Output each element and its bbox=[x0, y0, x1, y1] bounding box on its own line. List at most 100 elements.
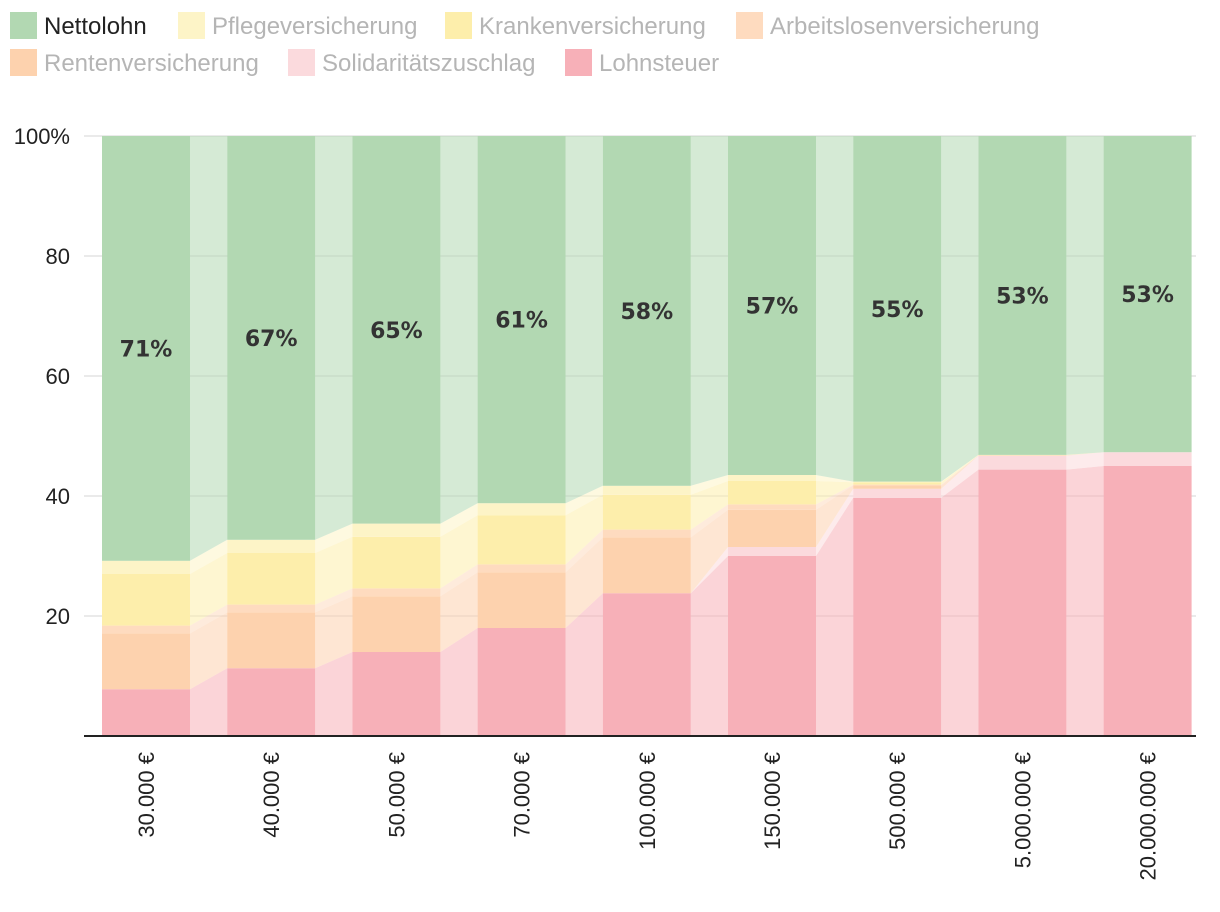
bar-segment[interactable] bbox=[853, 484, 942, 486]
bar-segment[interactable] bbox=[227, 604, 316, 613]
bar-segment[interactable] bbox=[853, 497, 942, 736]
bar-segment[interactable] bbox=[477, 564, 566, 573]
connector-band bbox=[816, 481, 854, 505]
bar-segment[interactable] bbox=[352, 523, 441, 537]
bar-segment[interactable] bbox=[102, 560, 190, 574]
bar-segment[interactable] bbox=[602, 593, 691, 736]
bar-segment[interactable] bbox=[477, 572, 566, 628]
bar-segment[interactable] bbox=[853, 482, 942, 485]
bar-stack[interactable] bbox=[602, 136, 691, 736]
bar-segment[interactable] bbox=[978, 455, 1067, 470]
bar-segment[interactable] bbox=[227, 668, 316, 736]
connector-band bbox=[440, 136, 478, 524]
bar-segment[interactable] bbox=[352, 136, 441, 524]
bar-stack[interactable] bbox=[728, 136, 816, 736]
bar-segment[interactable] bbox=[352, 588, 441, 597]
legend-item[interactable]: Krankenversicherung bbox=[445, 12, 706, 40]
bar-segment[interactable] bbox=[102, 689, 190, 736]
bar-segment[interactable] bbox=[102, 633, 190, 690]
y-tick-label: 20 bbox=[46, 604, 70, 629]
legend-swatch bbox=[736, 12, 763, 39]
x-axis: 30.000 € 40.000 € 50.000 € 70.000 € 100.000 … bbox=[84, 735, 1196, 880]
bar-segment[interactable] bbox=[978, 469, 1067, 736]
bar-segment[interactable] bbox=[477, 515, 566, 565]
legend-label: Krankenversicherung bbox=[479, 13, 706, 40]
bar-segment[interactable] bbox=[227, 539, 316, 553]
bar-segment[interactable] bbox=[728, 136, 816, 475]
bar-segment[interactable] bbox=[978, 136, 1067, 455]
bar-segment[interactable] bbox=[853, 488, 942, 498]
bar-segment[interactable] bbox=[853, 485, 942, 489]
x-tick-label: 50.000 € bbox=[384, 752, 409, 838]
connector-band bbox=[816, 488, 854, 556]
legend-item[interactable]: Rentenversicherung bbox=[10, 49, 259, 77]
connector-band bbox=[941, 136, 979, 482]
bar-stack[interactable] bbox=[477, 136, 566, 736]
connector-band bbox=[565, 537, 603, 628]
bar-segment[interactable] bbox=[978, 455, 1067, 456]
bar-segment[interactable] bbox=[602, 537, 691, 594]
legend[interactable]: Nettolohn Pflegeversicherung Krankenversic… bbox=[10, 12, 1039, 77]
data-labels: 71% 67% 65% 61% 58% 57% 55% 53% 53% bbox=[120, 283, 1174, 362]
bar-stack[interactable] bbox=[853, 136, 942, 736]
bar-segment[interactable] bbox=[728, 509, 816, 547]
bar-segment[interactable] bbox=[227, 612, 316, 669]
y-tick-label: 100% bbox=[14, 124, 70, 149]
connector-band bbox=[440, 628, 478, 736]
bar-segment[interactable] bbox=[477, 503, 566, 516]
bar-segment[interactable] bbox=[1103, 466, 1192, 736]
connector-band bbox=[690, 509, 728, 594]
legend-swatch bbox=[288, 49, 315, 76]
bar-segment[interactable] bbox=[227, 136, 316, 540]
data-label: 53% bbox=[1121, 283, 1174, 308]
bar-segment[interactable] bbox=[477, 628, 566, 736]
bar-segment[interactable] bbox=[602, 485, 691, 495]
bar-stack[interactable] bbox=[352, 136, 441, 736]
bar-segment[interactable] bbox=[602, 494, 691, 530]
bar-stack[interactable] bbox=[102, 136, 190, 736]
bar-segment[interactable] bbox=[853, 136, 942, 482]
legend-item[interactable]: Arbeitslosenversicherung bbox=[736, 12, 1039, 40]
bar-segment[interactable] bbox=[602, 529, 691, 538]
bars[interactable] bbox=[102, 136, 1192, 736]
connector-band bbox=[565, 593, 603, 736]
connector-band bbox=[816, 485, 854, 547]
bar-segment[interactable] bbox=[477, 136, 566, 504]
legend-swatch bbox=[565, 49, 592, 76]
bar-stack[interactable] bbox=[1103, 136, 1192, 736]
bar-stack[interactable] bbox=[227, 136, 316, 736]
bar-segment[interactable] bbox=[1103, 452, 1192, 466]
bar-segment[interactable] bbox=[352, 536, 441, 589]
bar-segment[interactable] bbox=[352, 596, 441, 652]
bar-stack[interactable] bbox=[978, 136, 1067, 736]
connector-band bbox=[315, 652, 353, 736]
legend-swatch bbox=[10, 49, 37, 76]
connector-band bbox=[440, 572, 478, 652]
legend-label: Nettolohn bbox=[44, 13, 147, 40]
x-tick-label: 30.000 € bbox=[134, 752, 159, 838]
bar-segment[interactable] bbox=[227, 553, 316, 605]
legend-item[interactable]: Nettolohn bbox=[10, 12, 147, 40]
bar-segment[interactable] bbox=[728, 504, 816, 510]
bar-segment[interactable] bbox=[102, 625, 190, 634]
bar-segment[interactable] bbox=[853, 481, 942, 483]
legend-item[interactable]: Lohnsteuer bbox=[565, 49, 719, 77]
legend-label: Arbeitslosenversicherung bbox=[770, 13, 1039, 40]
bar-segment[interactable] bbox=[728, 481, 816, 505]
legend-item[interactable]: Solidaritätszuschlag bbox=[288, 49, 535, 77]
bar-segment[interactable] bbox=[602, 136, 691, 486]
bar-segment[interactable] bbox=[352, 652, 441, 736]
connector-band bbox=[816, 475, 854, 483]
bar-segment[interactable] bbox=[102, 574, 190, 626]
data-label: 53% bbox=[996, 284, 1049, 309]
bar-segment[interactable] bbox=[728, 475, 816, 481]
bar-segment[interactable] bbox=[728, 556, 816, 736]
legend-item[interactable]: Pflegeversicherung bbox=[178, 12, 417, 40]
connector-band bbox=[315, 523, 353, 553]
bar-segment[interactable] bbox=[728, 547, 816, 556]
legend-swatch bbox=[178, 12, 205, 39]
bar-segment[interactable] bbox=[102, 136, 190, 561]
bar-segment[interactable] bbox=[1103, 136, 1192, 453]
connector-band bbox=[816, 484, 854, 510]
